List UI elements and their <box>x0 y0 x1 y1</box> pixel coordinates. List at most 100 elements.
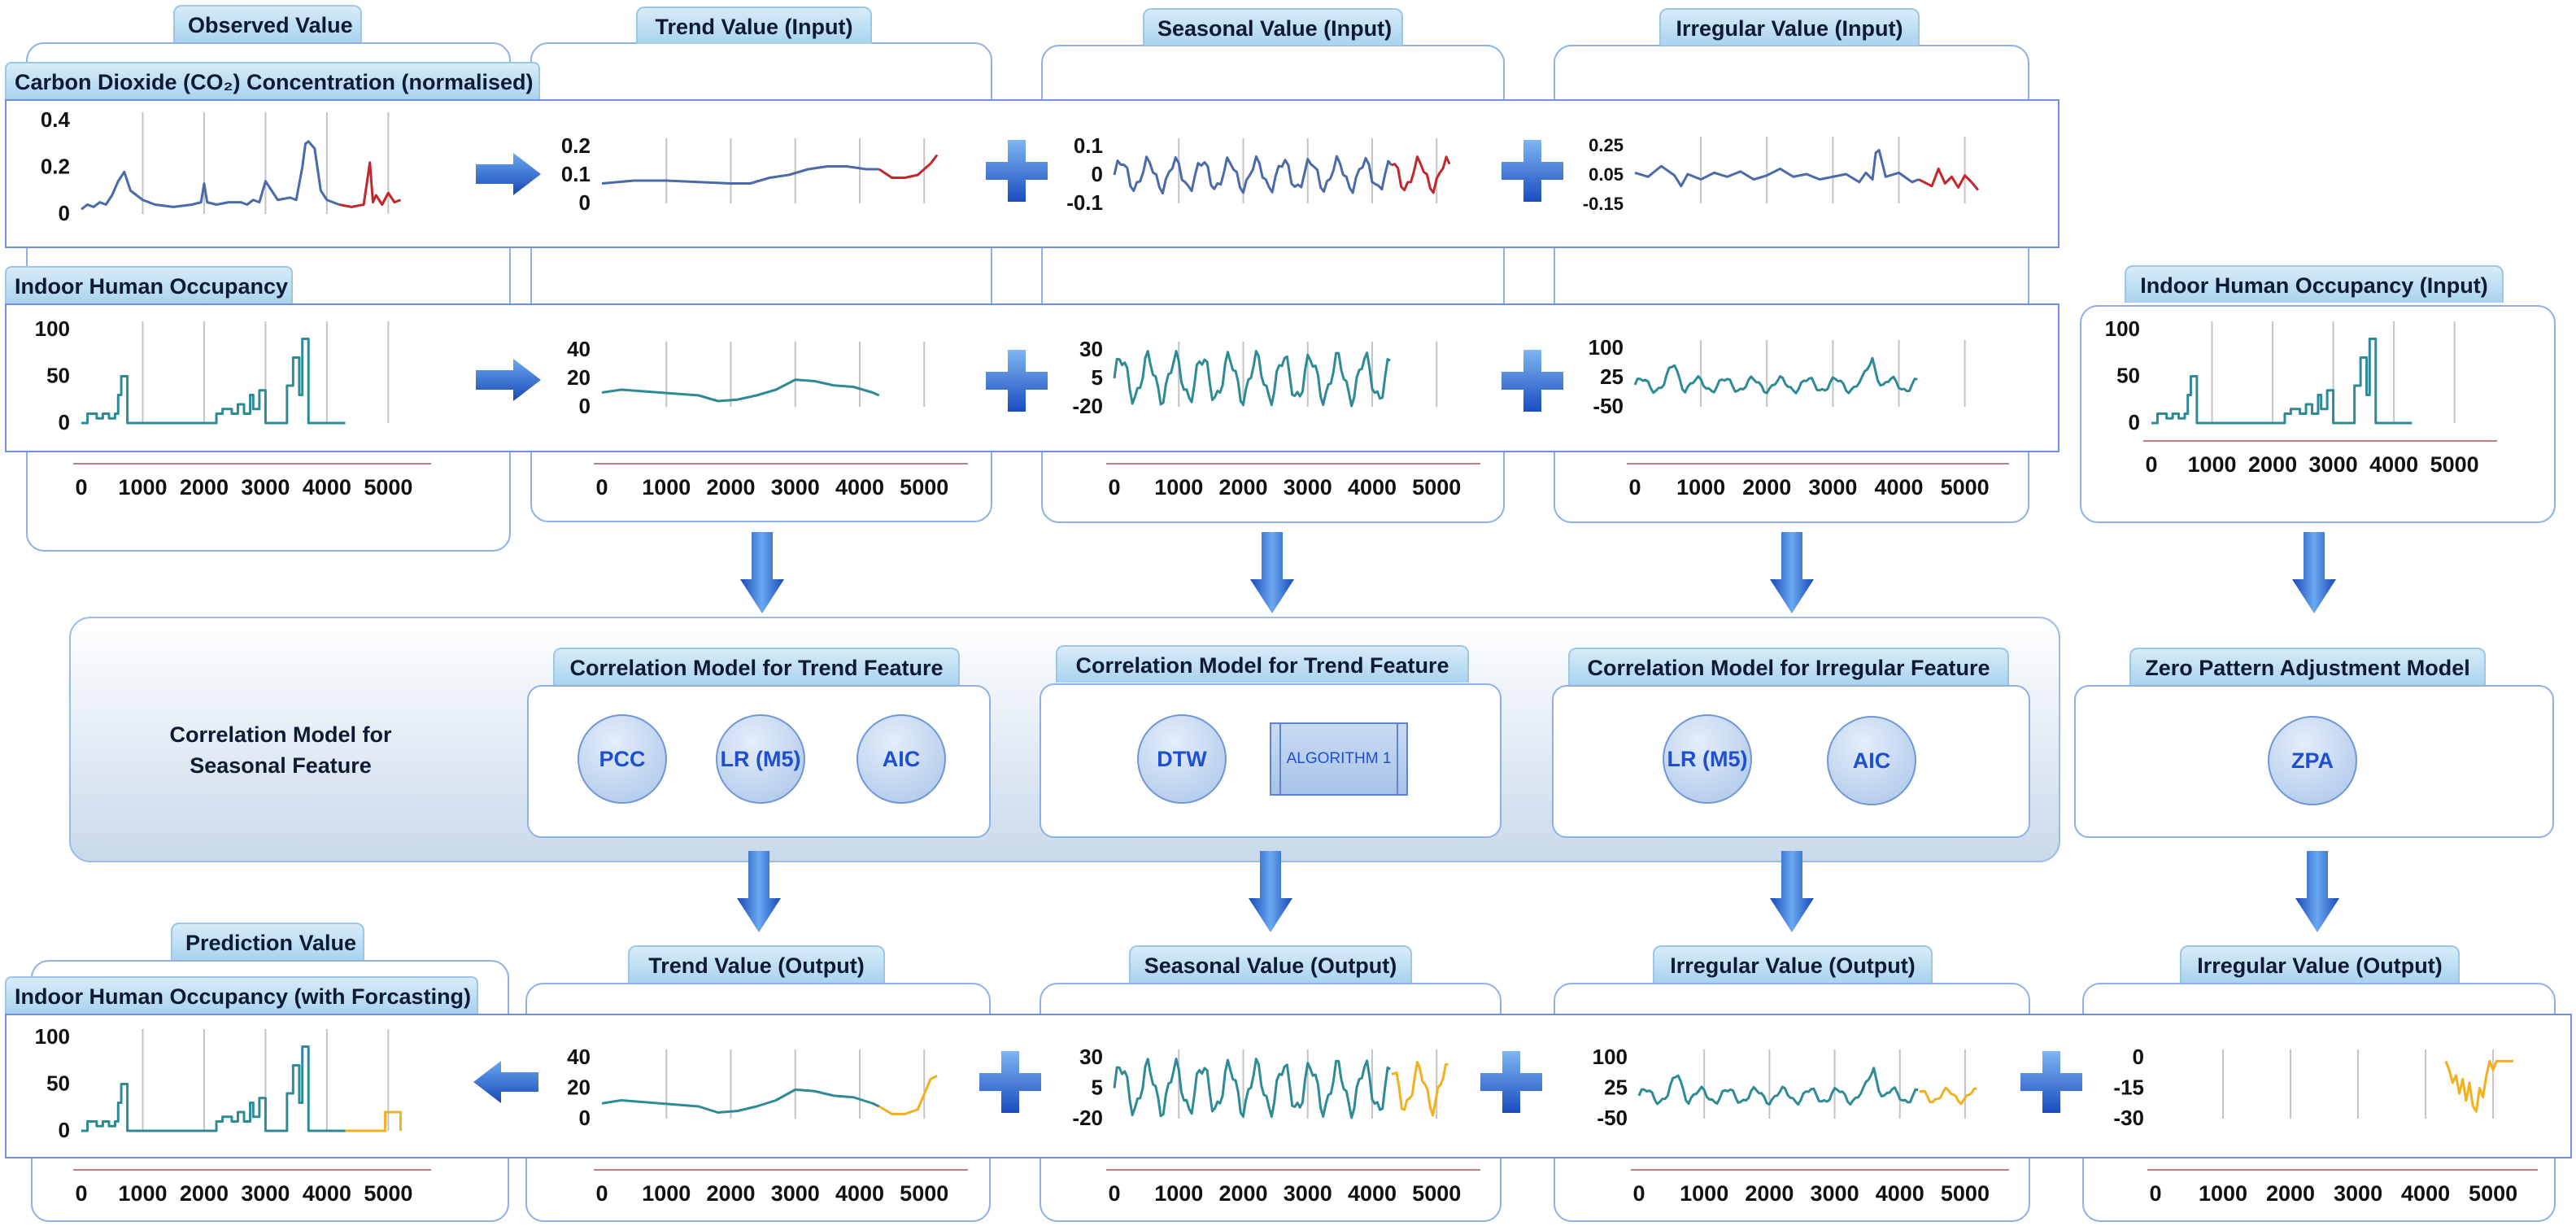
x-tick-label: 0 <box>1628 475 1641 500</box>
y-tick-label: 0.25 <box>1589 135 1624 155</box>
y-tick-label: 0 <box>579 1106 591 1130</box>
x-tick-label: 0 <box>75 1181 87 1206</box>
pcc-node: PCC <box>578 714 667 804</box>
x-tick-label: 4000 <box>1876 1181 1924 1206</box>
y-tick-label: 50 <box>46 1071 70 1096</box>
x-tick-label: 4000 <box>1874 475 1923 500</box>
y-tick-label: 50 <box>46 364 70 388</box>
xaxis-zpa-out: 0 1000 2000 3000 4000 5000 <box>2147 1169 2538 1206</box>
x-tick-label: 3000 <box>1808 475 1857 500</box>
xaxis-irregular-out: 0 1000 2000 3000 4000 5000 <box>1631 1169 2009 1206</box>
x-tick-label: 4000 <box>303 1181 351 1206</box>
arrow-down-icon <box>1250 532 1294 613</box>
x-tick-label: 3000 <box>2309 452 2358 477</box>
xaxis-occ-input: 0 1000 2000 3000 4000 5000 <box>2143 440 2497 477</box>
chart-zpa-out: 0 -15 -30 <box>2113 1045 2513 1130</box>
series-line <box>1918 167 1980 191</box>
arrow-left-icon <box>473 1061 538 1103</box>
irregular-model-title: Correlation Model for Irregular Feature <box>1568 648 2009 685</box>
xaxis-trend-in: 0 1000 2000 3000 4000 5000 <box>594 463 968 500</box>
series-line <box>81 1045 346 1132</box>
x-tick-label: 0 <box>75 475 87 500</box>
series-line <box>1113 155 1393 194</box>
chart-occ-seasonal: 30 5 -20 <box>1072 337 1438 418</box>
y-tick-label: 30 <box>1079 337 1103 361</box>
chart-occ-observed: 100 50 0 <box>35 316 390 434</box>
x-tick-label: 1000 <box>642 475 691 500</box>
x-tick-label: 2000 <box>180 1181 229 1206</box>
x-tick-label: 2000 <box>1742 475 1791 500</box>
series-line <box>1113 350 1391 408</box>
chart-occ-input: 100 50 0 <box>2105 316 2456 434</box>
y-tick-label: -15 <box>2113 1075 2144 1100</box>
lr-m5-node: LR (M5) <box>716 714 805 804</box>
aic-node: AIC <box>856 714 946 804</box>
y-tick-label: 0.2 <box>561 133 591 158</box>
x-tick-label: 0 <box>1632 1181 1645 1206</box>
forecast-row-strip <box>5 1014 2572 1158</box>
x-tick-label: 2000 <box>706 475 755 500</box>
series-line <box>601 378 880 403</box>
y-tick-label: 5 <box>1092 365 1103 390</box>
xaxis-prediction: 0 1000 2000 3000 4000 5000 <box>73 1169 431 1206</box>
x-tick-label: 0 <box>1108 1181 1120 1206</box>
arrow-down-icon <box>1770 532 1814 613</box>
y-tick-label: 100 <box>35 316 70 341</box>
y-tick-label: 25 <box>1600 364 1624 389</box>
x-tick-label: 0 <box>595 475 608 500</box>
xaxis-seasonal-out: 0 1000 2000 3000 4000 5000 <box>1106 1169 1480 1206</box>
x-tick-label: 5000 <box>1412 1181 1461 1206</box>
series-line <box>1391 155 1451 194</box>
series-line <box>338 161 401 208</box>
y-tick-label: -20 <box>1072 394 1103 418</box>
trend-out-header: Trend Value (Output) <box>628 945 885 983</box>
chart-co2-seasonal: 0.1 0 -0.1 <box>1066 133 1451 215</box>
series-line <box>1113 1058 1391 1119</box>
y-tick-label: 0 <box>1092 162 1103 186</box>
y-tick-label: 100 <box>35 1024 70 1049</box>
zpa-out-header: Irregular Value (Output) <box>2180 945 2460 983</box>
y-tick-label: 20 <box>567 365 591 390</box>
arrow-down-icon <box>2292 532 2336 613</box>
x-tick-label: 3000 <box>771 1181 820 1206</box>
x-tick-label: 5000 <box>900 475 948 500</box>
x-tick-label: 4000 <box>303 475 351 500</box>
y-tick-label: 0 <box>59 410 70 434</box>
x-tick-label: 1000 <box>1154 1181 1203 1206</box>
plus-icon <box>1502 350 1563 412</box>
y-tick-label: -20 <box>1072 1106 1103 1130</box>
plus-icon <box>2020 1051 2082 1113</box>
x-tick-label: 2000 <box>2248 452 2297 477</box>
y-tick-label: 0 <box>579 394 591 418</box>
y-tick-label: -0.1 <box>1066 190 1103 215</box>
y-tick-label: 40 <box>567 337 591 361</box>
arrow-down-icon <box>1249 851 1292 932</box>
x-tick-label: 3000 <box>1284 1181 1332 1206</box>
x-tick-label: 4000 <box>835 475 884 500</box>
series-line <box>1391 1060 1449 1117</box>
x-tick-label: 3000 <box>771 475 820 500</box>
zpa-node: ZPA <box>2268 716 2357 805</box>
x-tick-label: 4000 <box>2369 452 2418 477</box>
arrow-down-icon <box>2295 851 2339 932</box>
irregular-out-header: Irregular Value (Output) <box>1653 945 1933 983</box>
chart-co2-trend: 0.2 0.1 0 <box>561 133 939 215</box>
dtw-model-title: Correlation Model for Trend Feature <box>1056 645 1469 683</box>
occupancy-row-label: Indoor Human Occupancy <box>5 266 293 303</box>
y-tick-label: 0.2 <box>41 155 70 179</box>
x-tick-label: 5000 <box>1412 475 1461 500</box>
x-tick-label: 1000 <box>1154 475 1203 500</box>
series-line <box>345 1110 402 1132</box>
x-tick-label: 1000 <box>2199 1181 2247 1206</box>
series-line <box>81 338 346 425</box>
series-line <box>878 1075 938 1115</box>
x-tick-label: 1000 <box>2187 452 2236 477</box>
irregular-in-header: Irregular Value (Input) <box>1659 8 1920 46</box>
x-tick-label: 5000 <box>1941 1181 1990 1206</box>
chart-irregular-out: 100 25 -50 <box>1593 1045 1977 1130</box>
y-tick-label: 0 <box>59 201 70 225</box>
series-line <box>2151 338 2413 425</box>
x-tick-label: 5000 <box>900 1181 948 1206</box>
y-tick-label: 0.4 <box>41 107 71 132</box>
seasonal-out-header: Seasonal Value (Output) <box>1129 945 1412 983</box>
